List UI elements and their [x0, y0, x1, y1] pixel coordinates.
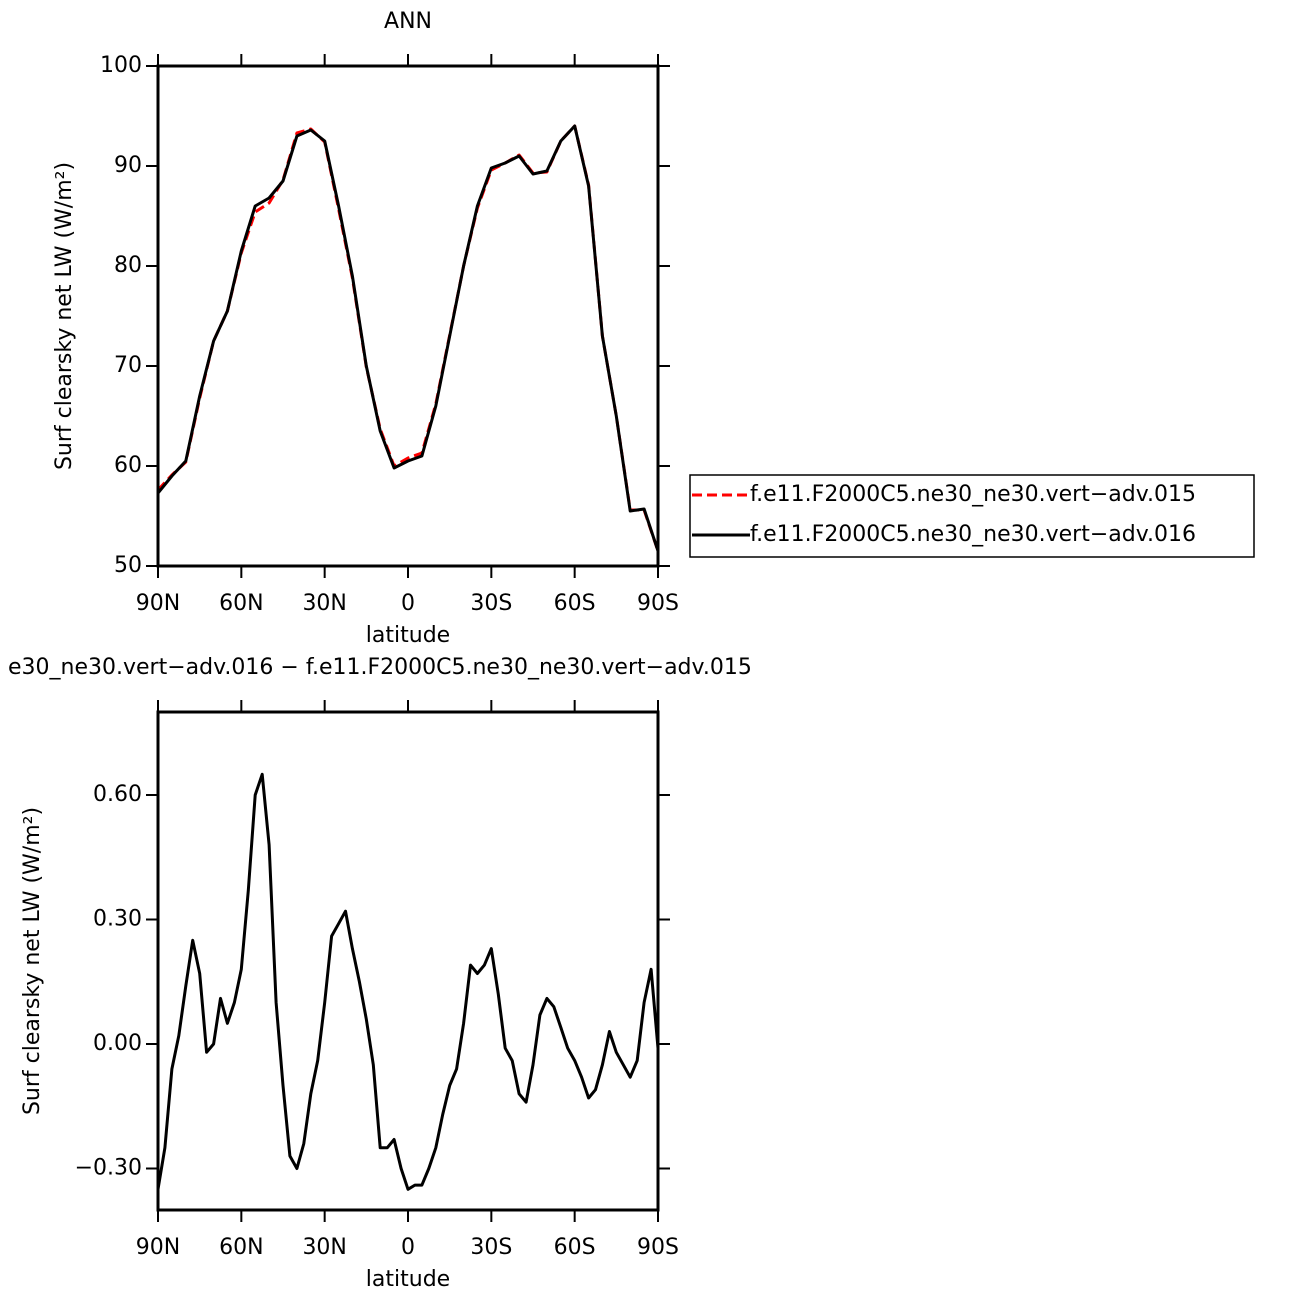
- data-line: [156, 772, 660, 1191]
- y-tick-label: 80: [114, 253, 142, 278]
- data-line: [156, 124, 660, 552]
- y-tick-label: 50: [114, 553, 142, 578]
- legend-box: [689, 474, 1255, 558]
- y-tick-label: 0.00: [93, 1031, 142, 1056]
- data-line: [156, 124, 660, 552]
- x-tick-label: 60S: [554, 591, 596, 616]
- x-tick-label: 30N: [302, 591, 346, 616]
- chart-title: ANN: [384, 9, 432, 34]
- y-tick-label: 60: [114, 453, 142, 478]
- y-tick-label: 90: [114, 153, 142, 178]
- x-tick-label: 0: [401, 1235, 415, 1260]
- x-tick-label: 30S: [470, 1235, 512, 1260]
- chart-title: e30_ne30.vert−adv.016 − f.e11.F2000C5.ne…: [8, 655, 752, 680]
- x-tick-label: 30N: [302, 1235, 346, 1260]
- x-axis-label: latitude: [366, 1267, 450, 1292]
- plot-frame: [156, 64, 660, 568]
- y-tick-label: −0.30: [75, 1156, 142, 1181]
- x-tick-label: 90N: [136, 1235, 180, 1260]
- x-axis-label: latitude: [366, 623, 450, 648]
- x-tick-label: 90N: [136, 591, 180, 616]
- y-tick-label: 70: [114, 353, 142, 378]
- x-tick-label: 90S: [637, 591, 679, 616]
- y-tick-label: 0.30: [93, 907, 142, 932]
- x-tick-label: 60S: [554, 1235, 596, 1260]
- legend-label: f.e11.F2000C5.ne30_ne30.vert−adv.016: [750, 522, 1196, 547]
- y-axis-label: Surf clearsky net LW (W/m²): [52, 162, 77, 470]
- x-tick-label: 60N: [219, 1235, 263, 1260]
- plot-frame: [156, 710, 660, 1212]
- x-tick-label: 0: [401, 591, 415, 616]
- x-tick-label: 60N: [219, 591, 263, 616]
- y-tick-label: 100: [100, 53, 142, 78]
- y-axis-label: Surf clearsky net LW (W/m²): [20, 807, 45, 1115]
- y-tick-label: 0.60: [93, 782, 142, 807]
- x-tick-label: 30S: [470, 591, 512, 616]
- x-tick-label: 90S: [637, 1235, 679, 1260]
- legend-label: f.e11.F2000C5.ne30_ne30.vert−adv.015: [750, 482, 1196, 507]
